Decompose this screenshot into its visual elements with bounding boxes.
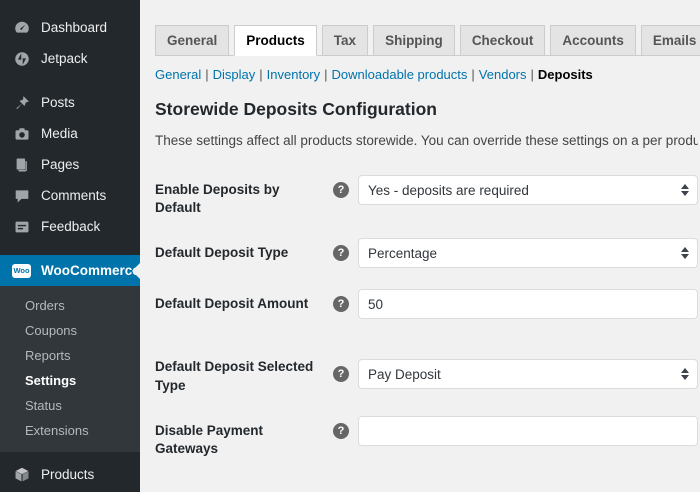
field-container: Percentage bbox=[358, 238, 698, 269]
tab-checkout[interactable]: Checkout bbox=[459, 25, 546, 56]
subnav-link-display[interactable]: Display bbox=[212, 67, 256, 82]
form-row-deposit-selected-type: Default Deposit Selected Type ? Pay Depo… bbox=[155, 352, 698, 394]
field-label: Disable Payment Gateways bbox=[155, 422, 264, 457]
subnav-current-deposits: Deposits bbox=[537, 67, 593, 82]
sidebar-item-label: Jetpack bbox=[41, 51, 88, 66]
disable-gateways-input[interactable] bbox=[358, 415, 698, 446]
deposit-selected-type-select[interactable]: Pay Deposit bbox=[358, 359, 698, 390]
sidebar-item-label: Media bbox=[41, 126, 78, 141]
field-container bbox=[358, 415, 698, 446]
jetpack-icon bbox=[12, 49, 31, 68]
form-row-deposit-type: Default Deposit Type ? Percentage bbox=[155, 238, 698, 269]
woocommerce-icon: Woo bbox=[12, 261, 31, 280]
woocommerce-submenu: Orders Coupons Reports Settings Status E… bbox=[0, 286, 140, 452]
sidebar-item-pages[interactable]: Pages bbox=[0, 149, 140, 180]
field-label: Default Deposit Selected Type bbox=[155, 359, 314, 393]
pages-icon bbox=[12, 155, 31, 174]
tab-emails[interactable]: Emails bbox=[640, 25, 700, 56]
deposit-type-select[interactable]: Percentage bbox=[358, 238, 698, 269]
subnav-link-general[interactable]: General bbox=[155, 67, 202, 82]
sidebar-item-label: Comments bbox=[41, 188, 107, 203]
submenu-item-orders[interactable]: Orders bbox=[25, 298, 65, 313]
subnav-separator: | bbox=[259, 67, 263, 82]
form-row-enable-deposits: Enable Deposits by Default ? Yes - depos… bbox=[155, 175, 698, 217]
feedback-icon bbox=[12, 217, 31, 236]
subnav-separator: | bbox=[205, 67, 209, 82]
sidebar-item-label: Products bbox=[41, 467, 95, 482]
help-icon[interactable]: ? bbox=[333, 422, 349, 439]
form-row-deposit-amount: Default Deposit Amount ? bbox=[155, 289, 698, 320]
sidebar-item-media[interactable]: Media bbox=[0, 118, 140, 149]
tab-accounts[interactable]: Accounts bbox=[550, 25, 636, 56]
sidebar-item-label: Dashboard bbox=[41, 20, 108, 35]
products-subnav: General | Display | Inventory | Downloadable p… bbox=[155, 67, 698, 82]
products-icon bbox=[12, 465, 31, 484]
deposits-settings-form: Enable Deposits by Default ? Yes - depos… bbox=[155, 175, 698, 492]
field-label: Default Deposit Type bbox=[155, 245, 289, 261]
sidebar-item-label: WooCommerce bbox=[41, 263, 140, 278]
sidebar-item-label: Feedback bbox=[41, 219, 101, 234]
submenu-item-status[interactable]: Status bbox=[25, 398, 62, 413]
sidebar-item-label: Posts bbox=[41, 95, 75, 110]
subnav-link-vendors[interactable]: Vendors bbox=[478, 67, 527, 82]
tab-general[interactable]: General bbox=[155, 25, 230, 56]
menu-separator bbox=[0, 242, 140, 255]
sidebar-item-dashboard[interactable]: Dashboard bbox=[0, 12, 140, 43]
tab-shipping[interactable]: Shipping bbox=[373, 25, 455, 56]
media-icon bbox=[12, 124, 31, 143]
settings-tab-bar: General Products Tax Shipping Checkout A… bbox=[155, 25, 700, 56]
subnav-link-inventory[interactable]: Inventory bbox=[266, 67, 321, 82]
current-menu-arrow bbox=[132, 262, 140, 279]
help-icon[interactable]: ? bbox=[333, 182, 349, 198]
deposit-amount-input[interactable] bbox=[358, 289, 698, 320]
field-container bbox=[358, 289, 698, 320]
submenu-item-coupons[interactable]: Coupons bbox=[25, 323, 78, 338]
tab-tax[interactable]: Tax bbox=[321, 25, 369, 56]
sidebar-item-products[interactable]: Products bbox=[0, 459, 140, 490]
tab-products[interactable]: Products bbox=[234, 25, 317, 56]
sidebar-item-posts[interactable]: Posts bbox=[0, 87, 140, 118]
enable-deposits-select[interactable]: Yes - deposits are required bbox=[358, 175, 698, 205]
menu-separator bbox=[0, 74, 140, 87]
subnav-separator: | bbox=[471, 67, 475, 82]
dashboard-icon bbox=[12, 18, 31, 37]
sidebar-item-label: Pages bbox=[41, 157, 80, 172]
field-label: Enable Deposits by Default bbox=[155, 182, 280, 216]
sidebar-item-jetpack[interactable]: Jetpack bbox=[0, 43, 140, 74]
submenu-item-extensions[interactable]: Extensions bbox=[25, 423, 89, 438]
subnav-separator: | bbox=[324, 67, 328, 82]
sidebar-item-woocommerce[interactable]: Woo WooCommerce bbox=[0, 255, 140, 286]
page-title: Storewide Deposits Configuration bbox=[155, 99, 437, 119]
subnav-link-downloadable-products[interactable]: Downloadable products bbox=[331, 67, 468, 82]
sidebar-item-feedback[interactable]: Feedback bbox=[0, 211, 140, 242]
submenu-item-settings[interactable]: Settings bbox=[25, 373, 77, 388]
help-icon[interactable]: ? bbox=[333, 245, 349, 262]
settings-content: General Products Tax Shipping Checkout A… bbox=[140, 0, 700, 492]
menu-separator bbox=[0, 452, 140, 459]
field-container: Yes - deposits are required bbox=[358, 175, 698, 205]
help-icon[interactable]: ? bbox=[333, 366, 349, 383]
submenu-item-reports[interactable]: Reports bbox=[25, 348, 71, 363]
sidebar-item-comments[interactable]: Comments bbox=[0, 180, 140, 211]
field-label: Default Deposit Amount bbox=[155, 296, 309, 312]
admin-sidebar: Dashboard Jetpack Posts Media Pages Comm… bbox=[0, 0, 140, 492]
field-container: Pay Deposit bbox=[358, 359, 698, 390]
subnav-separator: | bbox=[530, 67, 534, 82]
help-icon[interactable]: ? bbox=[333, 296, 349, 313]
page-description: These settings affect all products store… bbox=[155, 133, 698, 148]
pin-icon bbox=[12, 93, 31, 112]
form-row-disable-gateways: Disable Payment Gateways ? bbox=[155, 415, 698, 458]
comments-icon bbox=[12, 186, 31, 205]
